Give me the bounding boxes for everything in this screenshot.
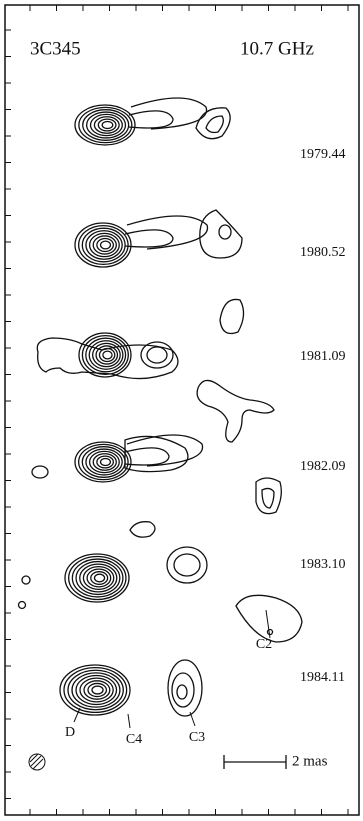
epoch-label: 1981.09 [300, 349, 346, 364]
frame [5, 5, 359, 815]
figure: 3C345 10.7 GHz D C4 C3 C2 2 mas 1979.44 1… [0, 0, 363, 821]
epoch-label: 1979.44 [300, 147, 346, 162]
scale-label: 2 mas [292, 753, 328, 769]
epoch-label: 1983.10 [300, 557, 346, 572]
source-name: 3C345 [30, 38, 81, 59]
component-label: D [65, 725, 75, 740]
epoch-label: 1982.09 [300, 459, 346, 474]
component-label: C4 [126, 732, 142, 747]
component-label: C3 [189, 730, 205, 745]
component-label: C2 [256, 637, 272, 652]
frequency: 10.7 GHz [240, 38, 314, 59]
epoch-label: 1980.52 [300, 245, 346, 260]
page: 3C345 10.7 GHz D C4 C3 C2 2 mas 1979.44 1… [0, 0, 363, 821]
epoch-label: 1984.11 [300, 670, 345, 685]
